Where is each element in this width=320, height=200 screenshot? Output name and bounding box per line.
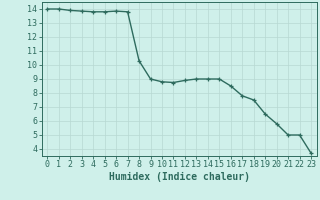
X-axis label: Humidex (Indice chaleur): Humidex (Indice chaleur) — [109, 172, 250, 182]
